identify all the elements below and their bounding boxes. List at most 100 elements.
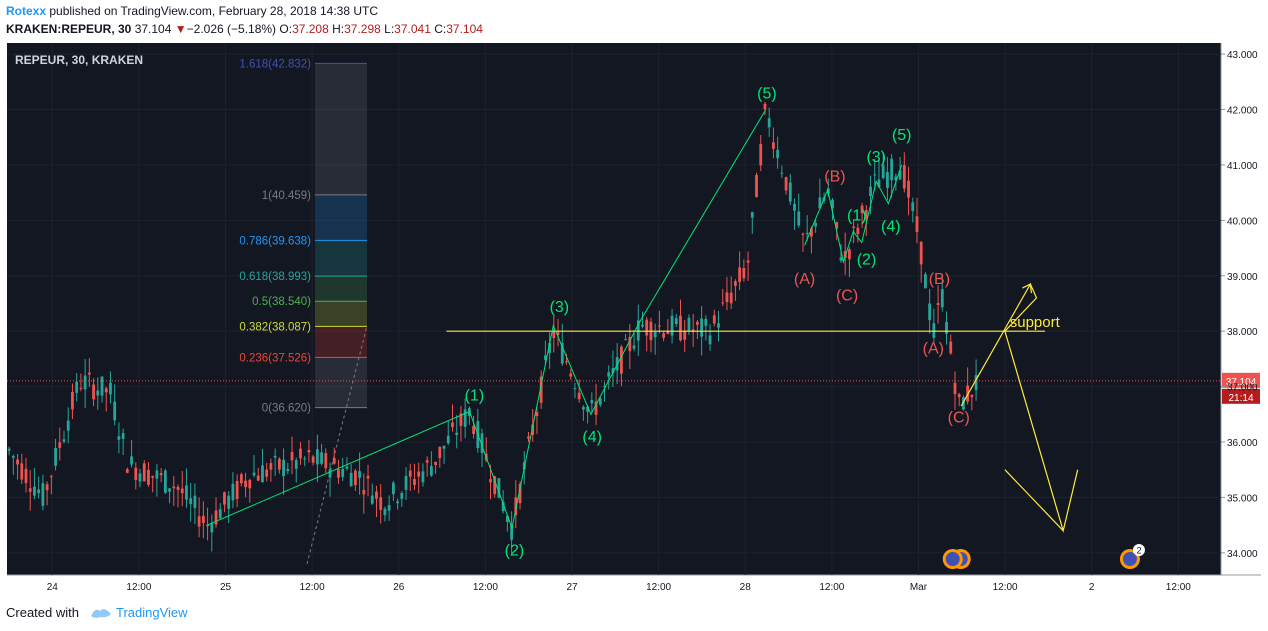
candle-body [674,318,678,325]
candle-body [632,345,636,349]
candle-body [712,315,716,324]
candle-body [379,497,383,510]
created-with-text: Created with [6,605,79,620]
candle-body [235,480,239,500]
tradingview-logo-icon[interactable] [89,605,113,622]
event-flag-icon[interactable] [1122,552,1137,566]
chart-panel[interactable]: 1.618(42.832) 1(40.459) 0.786(39.638) 0.618… [7,43,1261,597]
author-link[interactable]: Rotexx [6,4,47,18]
candle-body [193,495,197,509]
candle-body [37,489,41,494]
candle-body [860,205,864,214]
candle-body [780,172,784,174]
candle-body [248,479,252,489]
candle-body [92,384,95,400]
candle-body [41,483,45,506]
candle-body [687,317,691,332]
candle-body [915,216,919,232]
candle-body [729,292,733,304]
candle-body [463,409,467,427]
candle-body [413,479,416,485]
candle-body [362,489,366,495]
candle-body [793,203,796,211]
candle-body [446,435,450,444]
x-tick-label: 12:00 [126,582,151,593]
candle-body [138,473,142,482]
candle-body [332,458,336,464]
candle-body [455,432,459,435]
candle-body [71,392,74,410]
candle-body [451,422,454,428]
elliott-subwave-line [804,164,903,264]
candle-body [940,289,944,308]
event-flag-icon[interactable] [945,552,960,566]
candle-body [704,318,708,326]
candle-body [100,376,104,396]
candle-body [898,170,902,180]
candle-body [928,303,932,321]
candle-body [358,471,361,478]
candle-body [429,465,433,476]
price-badge [1222,372,1260,388]
ohlc-bar: KRAKEN:REPEUR, 30 37.104 ▼−2.026 (−5.18%… [6,22,483,36]
candle-body [307,450,311,453]
candle-body [607,372,611,377]
x-tick-label: 12:00 [819,582,844,593]
candle-body [641,324,644,327]
candle-body [679,315,682,341]
candle-body [303,458,307,460]
wave-label: (B) [929,271,950,288]
chart-title: REPEUR, 30, KRAKEN [15,53,143,67]
candle-body [256,475,260,481]
wave-label: (3) [550,299,570,316]
low-label: L: [384,22,395,36]
y-tick-label: 42.000 [1227,106,1258,117]
candle-body [911,202,915,211]
candle-body [573,388,577,390]
tradingview-link[interactable]: TradingView [116,605,188,620]
candle-body [311,456,315,463]
candle-body [666,330,670,335]
fib-zone [315,240,367,277]
elliott-wave-line [207,109,767,530]
candle-body [425,460,429,463]
countdown-badge-text: 21:14 [1228,393,1253,404]
candle-body [109,382,112,395]
fib-zone [315,276,367,302]
countdown-badge [1222,388,1260,404]
candle-body [294,460,298,469]
wave-label: (C) [836,288,858,305]
candle-body [299,448,302,459]
candle-body [810,228,813,237]
fib-level-label: 0.5(38.540) [252,296,311,308]
time-scale[interactable] [7,575,1261,597]
open-label: O: [279,22,293,36]
candle-body [320,452,323,464]
candle-body [49,476,53,478]
candle-body [493,476,497,495]
candle-body [877,179,881,188]
wave-label: (2) [857,252,877,269]
candle-body [273,455,277,458]
candle-body [725,292,729,303]
candle-body [801,233,805,235]
candle-body [180,488,184,494]
candle-body [442,445,446,449]
candle-body [869,186,872,197]
fib-level-label: 0(36.620) [262,403,311,415]
wave-label: (A) [923,340,944,357]
candle-body [366,475,370,479]
candle-body [856,227,860,235]
event-count-badge [1132,544,1145,556]
candle-body [501,501,505,512]
candle-body [134,467,138,480]
candle-body [560,343,564,364]
y-tick-label: 40.000 [1227,216,1258,227]
candle-body [125,469,129,473]
candle-body [96,390,100,396]
y-tick-label: 43.000 [1227,50,1258,61]
candlestick-chart[interactable]: 1.618(42.832) 1(40.459) 0.786(39.638) 0.618… [7,43,1261,597]
candle-body [695,321,699,325]
price-scale[interactable] [1221,43,1261,575]
candle-body [539,376,543,403]
